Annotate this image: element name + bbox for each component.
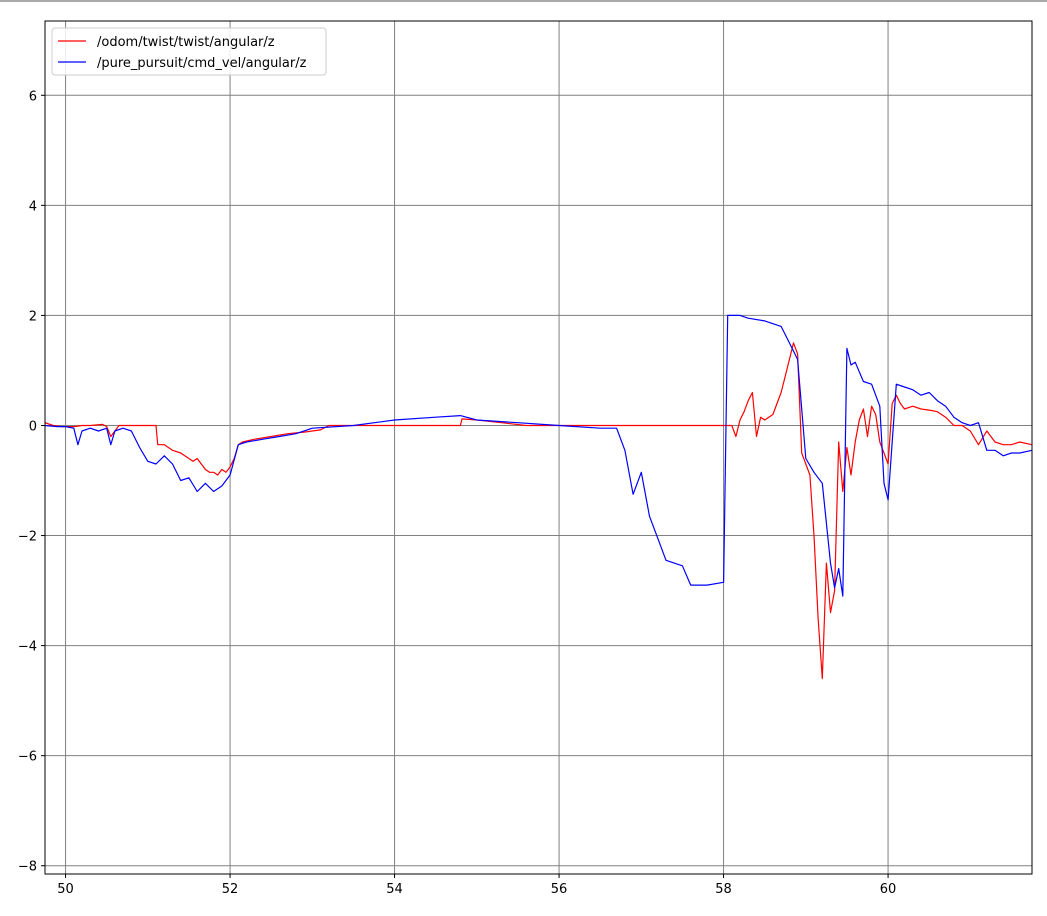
y-tick-label: 0 xyxy=(29,419,37,434)
y-tick-label: 4 xyxy=(29,199,37,214)
y-tick-label: 6 xyxy=(29,89,37,104)
y-tick-label: −2 xyxy=(18,530,37,545)
x-tick-label: 58 xyxy=(715,882,732,897)
y-tick-label: 2 xyxy=(29,309,37,324)
x-tick-label: 52 xyxy=(222,882,239,897)
x-tick-label: 54 xyxy=(386,882,403,897)
y-tick-label: −6 xyxy=(18,750,37,765)
series-line-2 xyxy=(45,314,1032,597)
y-tick-label: −4 xyxy=(18,640,37,655)
legend-box xyxy=(51,27,327,76)
x-tick-label: 50 xyxy=(57,882,74,897)
y-tick-label: −8 xyxy=(18,860,37,875)
axes-frame xyxy=(44,20,1033,875)
legend-label-1: /odom/twist/twist/angular/z xyxy=(97,35,275,50)
x-tick-label: 56 xyxy=(551,882,568,897)
series-line-1 xyxy=(45,342,1032,680)
legend-label-2: /pure_pursuit/cmd_vel/angular/z xyxy=(97,56,307,71)
x-tick-label: 60 xyxy=(880,882,897,897)
